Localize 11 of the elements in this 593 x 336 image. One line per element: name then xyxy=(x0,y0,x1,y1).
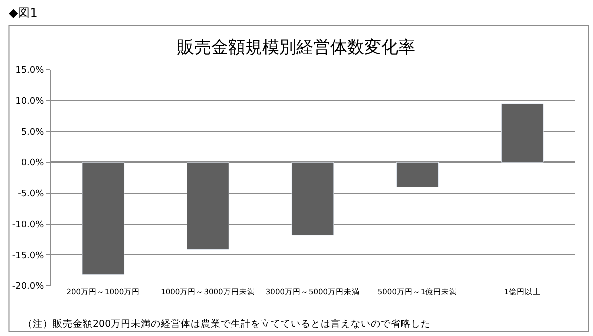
y-tick-label: 0.0% xyxy=(21,158,45,169)
y-tick-label: -10.0% xyxy=(12,220,45,230)
y-tick-label: -20.0% xyxy=(12,282,45,292)
y-tick-label: 5.0% xyxy=(21,128,45,138)
y-tick-label: 10.0% xyxy=(16,97,45,108)
y-tick-label: -15.0% xyxy=(12,251,45,262)
text: ◆図1 xyxy=(9,6,38,20)
chart-title: 販売金額規模別経営体数変化率 xyxy=(178,38,416,58)
text: （注）販売金額200万円未満の経営体は農業で生計を立てているとは言えないので省略した xyxy=(23,318,432,330)
y-tick-label: -5.0% xyxy=(18,190,45,200)
y-tick-label: 15.0% xyxy=(16,66,45,76)
